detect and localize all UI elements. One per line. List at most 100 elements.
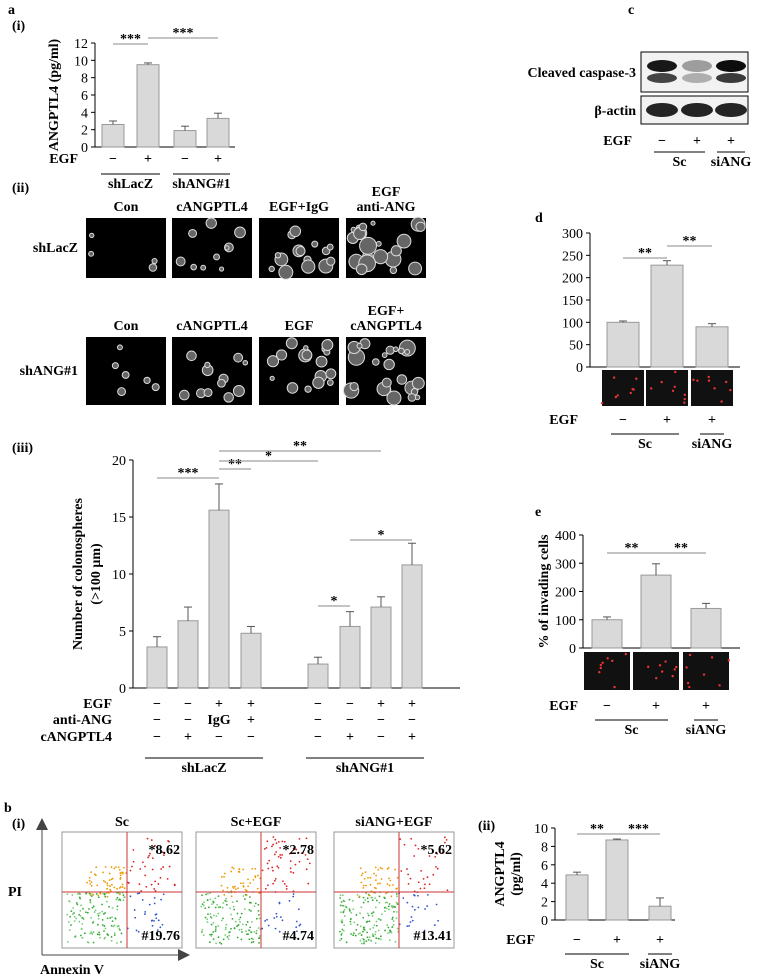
event-dot: [244, 898, 246, 901]
colonosphere: [396, 374, 408, 385]
event-dot: [232, 905, 235, 908]
event-dot: [151, 919, 154, 922]
event-dot: [341, 921, 344, 924]
event-dot: [278, 902, 281, 905]
event-dot: [102, 880, 105, 882]
flow-plot: [333, 831, 455, 949]
event-dot: [426, 905, 429, 907]
event-dot: [230, 927, 232, 930]
event-dot: [95, 893, 98, 895]
event-dot: [395, 893, 398, 895]
event-dot: [247, 878, 249, 881]
event-dot: [410, 837, 413, 840]
event-dot: [392, 920, 395, 922]
event-dot: [222, 889, 224, 892]
colonosphere: [121, 370, 130, 379]
event-dot: [288, 899, 291, 902]
event-dot: [240, 938, 243, 941]
event-dot: [167, 839, 169, 842]
event-dot: [119, 876, 122, 879]
event-dot: [106, 887, 109, 890]
event-dot: [111, 907, 114, 909]
event-dot: [103, 892, 106, 895]
condition-value: −: [346, 713, 354, 728]
event-dot: [238, 918, 241, 921]
event-dot: [67, 921, 70, 923]
condition-value: −: [314, 730, 322, 745]
event-dot: [94, 874, 97, 877]
event-dot: [225, 897, 228, 900]
event-dot: [239, 921, 241, 923]
panel-letter: e: [535, 505, 541, 520]
condition-value: −: [153, 713, 161, 728]
event-dot: [135, 929, 138, 932]
y-tick-label: 50: [569, 339, 583, 354]
event-dot: [155, 917, 158, 920]
condition-label: EGF: [549, 699, 578, 714]
event-dot: [351, 900, 354, 902]
colonosphere: [389, 266, 398, 275]
event-dot: [423, 929, 426, 932]
event-dot: [375, 874, 378, 877]
colonosphere: [404, 349, 411, 355]
event-dot: [341, 928, 344, 931]
event-dot: [110, 866, 113, 869]
event-dot: [97, 912, 99, 915]
event-dot: [104, 927, 107, 930]
event-dot: [298, 924, 301, 927]
quadrant-value: *8.62: [149, 843, 181, 858]
colonosphere: [326, 256, 336, 266]
event-dot: [116, 925, 119, 928]
event-dot: [263, 848, 266, 850]
event-dot: [350, 933, 353, 935]
event-dot: [80, 928, 83, 931]
event-dot: [254, 902, 257, 905]
event-dot: [138, 892, 141, 895]
event-dot: [106, 892, 108, 894]
event-dot: [265, 847, 268, 849]
cell-dot: [683, 393, 686, 396]
event-dot: [90, 871, 92, 874]
event-dot: [228, 931, 231, 933]
event-dot: [424, 908, 426, 910]
event-dot: [90, 931, 93, 933]
event-dot: [162, 854, 165, 857]
colonosphere: [358, 222, 368, 232]
event-dot: [424, 883, 426, 886]
event-dot: [402, 897, 405, 899]
arrow-head: [36, 818, 48, 830]
significance-label: **: [674, 541, 688, 556]
event-dot: [354, 934, 357, 937]
colonosphere: [117, 387, 127, 397]
event-dot: [279, 854, 282, 856]
event-dot: [242, 895, 245, 897]
y-tick-label: 2: [541, 896, 548, 911]
condition-value: −: [573, 933, 581, 948]
event-dot: [101, 903, 103, 906]
event-dot: [106, 917, 109, 920]
colonosphere: [295, 246, 306, 257]
blot-band: [682, 60, 712, 72]
colonosphere: [111, 362, 119, 370]
event-dot: [239, 916, 242, 919]
event-dot: [406, 925, 409, 928]
event-dot: [253, 905, 256, 908]
event-dot: [394, 940, 397, 943]
event-dot: [224, 934, 227, 936]
event-dot: [387, 908, 390, 911]
event-dot: [207, 892, 209, 895]
event-dot: [216, 903, 219, 906]
event-dot: [98, 933, 101, 936]
event-dot: [417, 881, 420, 884]
bar: [136, 64, 160, 148]
event-dot: [113, 886, 116, 889]
condition-label: EGF: [506, 933, 535, 948]
event-dot: [400, 870, 403, 872]
event-dot: [144, 865, 146, 868]
quadrant-value: #19.76: [142, 929, 181, 944]
event-dot: [245, 923, 248, 926]
event-dot: [428, 883, 431, 886]
y-tick-label: 4: [81, 106, 88, 121]
event-dot: [111, 920, 114, 923]
event-dot: [391, 916, 394, 919]
